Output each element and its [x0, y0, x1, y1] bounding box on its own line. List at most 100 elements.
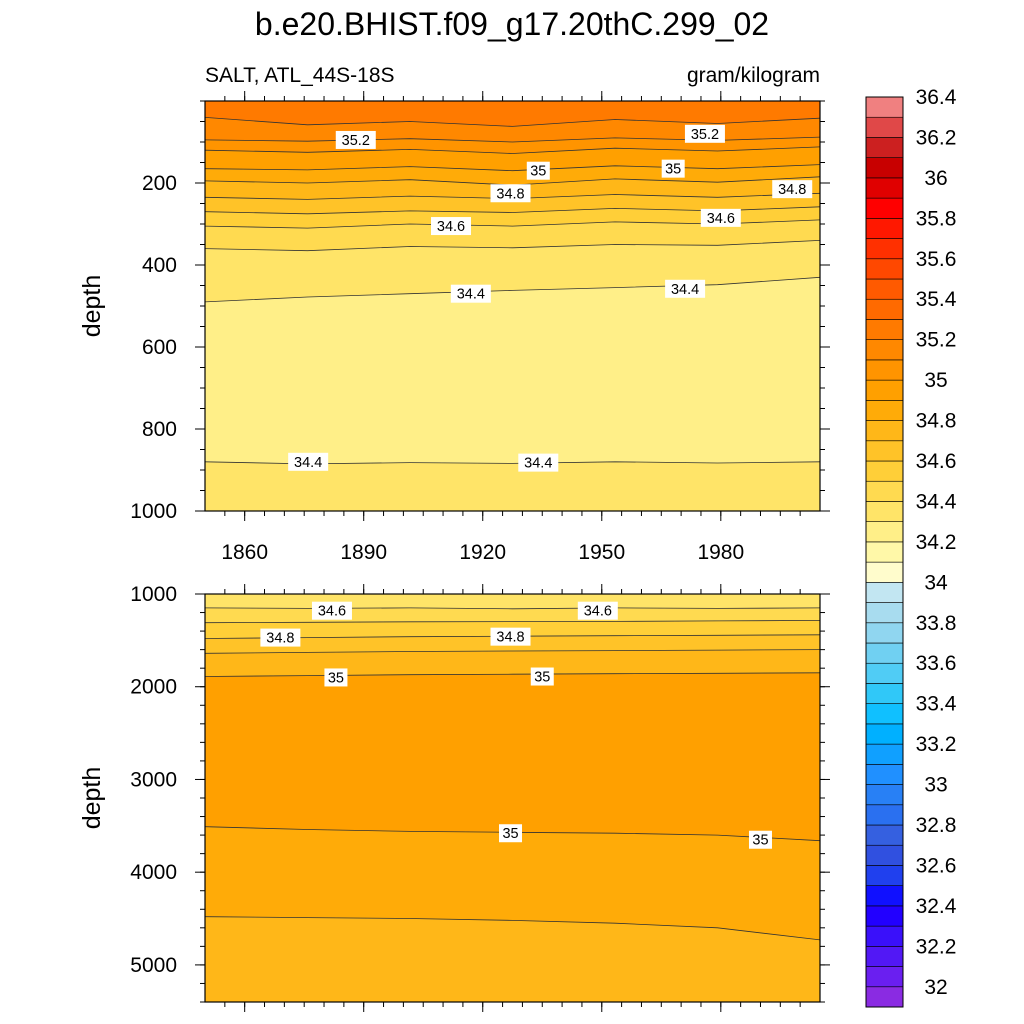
- contour-label: 34.6: [318, 604, 346, 620]
- colorbar-label: 33.6: [916, 652, 957, 675]
- colorbar-swatch: [865, 480, 904, 502]
- contour-label: 35: [530, 164, 546, 180]
- contour-line: [205, 916, 820, 941]
- colorbar-swatch: [865, 298, 904, 320]
- y-tick-label: 1000: [130, 500, 177, 523]
- y-tick-label: 800: [142, 418, 177, 441]
- colorbar-swatch: [865, 946, 904, 967]
- colorbar-label: 35: [924, 369, 947, 392]
- colorbar-label: 33.4: [916, 693, 957, 716]
- colorbar-swatch: [865, 197, 904, 219]
- colorbar-swatch: [865, 521, 904, 543]
- y-tick-label: 2000: [130, 676, 177, 699]
- colorbar-swatch: [865, 420, 904, 442]
- colorbar-label: 34.4: [916, 490, 957, 513]
- contour-label: 35.2: [342, 133, 370, 149]
- colorbar-swatch: [865, 157, 904, 179]
- contour-label: 34.6: [584, 604, 612, 620]
- contour-label: 35: [534, 670, 550, 686]
- colorbar-swatch: [865, 541, 904, 563]
- contour-label: 34.4: [457, 287, 485, 303]
- colorbar-label: 33: [924, 774, 947, 797]
- x-tick-label: 1980: [697, 541, 744, 564]
- colorbar-swatch: [865, 440, 904, 462]
- colorbar-label: 32.4: [916, 895, 957, 918]
- colorbar-swatch: [865, 116, 904, 138]
- colorbar-swatch: [865, 339, 904, 361]
- colorbar-swatch: [865, 602, 904, 624]
- upper-panel: 35.2 35.2 35 35 34.8 34.8 34.6 34.6 34.4 34.4 34.4…: [78, 91, 830, 564]
- units-label: gram/kilogram: [687, 64, 820, 87]
- x-tick-label: 1860: [221, 541, 268, 564]
- contour-line: [205, 164, 820, 172]
- contour-label: 34.4: [671, 282, 699, 298]
- y-tick-label: 4000: [130, 861, 177, 884]
- contour-label: 35: [502, 826, 518, 842]
- contour-label-bg: [260, 628, 301, 647]
- contour-label-bg: [518, 453, 559, 472]
- y-tick-label: 5000: [130, 954, 177, 977]
- colorbar-swatch: [865, 986, 904, 1008]
- colorbar-swatch: [865, 501, 904, 522]
- contour-fills: 34.6 34.6 34.8 34.8 35 35 35 35: [205, 594, 820, 1002]
- colorbar-label: 32.2: [916, 935, 957, 958]
- contour-label: 34.8: [778, 182, 806, 198]
- colorbar-swatch: [865, 238, 904, 260]
- contour-label-bg: [450, 284, 491, 303]
- colorbar-label: 33.8: [916, 612, 957, 635]
- y-tick-label: 600: [142, 336, 177, 359]
- colorbar: 32 32.2 32.4 32.6 32.8 33 33.2 33.4 33.6 33.8 34 34…: [865, 86, 957, 1008]
- y-tick-label: 1000: [130, 583, 177, 606]
- colorbar-swatch: [865, 137, 904, 158]
- colorbar-swatch: [865, 622, 904, 644]
- contour-line: [205, 276, 820, 303]
- colorbar-label: 36.4: [916, 86, 957, 109]
- figure-title: b.e20.BHIST.f09_g17.20thC.299_02: [255, 6, 769, 42]
- colorbar-label: 36.2: [916, 126, 957, 149]
- y-tick-label: 200: [142, 172, 177, 195]
- colorbar-swatch: [865, 400, 904, 421]
- contour-region: [205, 277, 820, 464]
- contour-label-bg: [324, 668, 348, 687]
- colorbar-label: 35.2: [916, 329, 957, 352]
- colorbar-swatch: [865, 966, 904, 988]
- y-tick-label: 3000: [130, 768, 177, 791]
- colorbar-swatch: [865, 218, 904, 239]
- colorbar-swatch: [865, 582, 904, 603]
- colorbar-swatch: [865, 703, 904, 725]
- contour-label: 34.8: [496, 630, 524, 646]
- colorbar-label: 34.6: [916, 450, 957, 473]
- colorbar-swatch: [865, 723, 904, 745]
- colorbar-swatch: [865, 764, 904, 785]
- colorbar-swatch: [865, 683, 904, 704]
- colorbar-swatch: [865, 177, 904, 199]
- colorbar-swatch: [865, 662, 904, 684]
- contour-region: [205, 594, 820, 609]
- contour-label-bg: [665, 279, 706, 298]
- contour-label-bg: [661, 159, 685, 178]
- colorbar-swatch: [865, 743, 904, 765]
- colorbar-swatch: [865, 319, 904, 340]
- contour-label-bg: [700, 208, 741, 227]
- colorbar-frame: [865, 96, 904, 1008]
- colorbar-swatch: [865, 460, 904, 482]
- contour-label: 35: [752, 833, 768, 849]
- colorbar-swatch: [865, 885, 904, 907]
- x-tick-label: 1890: [340, 541, 387, 564]
- contour-line: [205, 117, 820, 127]
- contour-label-bg: [431, 217, 471, 236]
- colorbar-label: 32: [924, 976, 947, 999]
- colorbar-swatch: [865, 865, 904, 886]
- x-tick-label: 1950: [578, 541, 625, 564]
- colorbar-label: 34: [924, 571, 948, 594]
- colorbar-swatch: [865, 258, 904, 280]
- colorbar-swatch: [865, 642, 904, 664]
- contour-label: 35: [328, 670, 344, 686]
- colorbar-swatch: [865, 844, 904, 866]
- colorbar-label: 35.4: [916, 288, 957, 311]
- colorbar-label: 34.2: [916, 531, 957, 554]
- colorbar-label: 32.8: [916, 814, 957, 837]
- variable-label: SALT, ATL_44S-18S: [205, 64, 395, 87]
- contour-line: [205, 146, 820, 154]
